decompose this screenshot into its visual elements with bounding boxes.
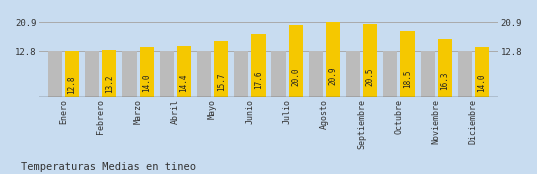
- Bar: [288, 25, 303, 97]
- Text: Temperaturas Medias en tineo: Temperaturas Medias en tineo: [21, 162, 197, 172]
- Text: 15.7: 15.7: [216, 72, 226, 91]
- Bar: [48, 51, 62, 97]
- Bar: [234, 51, 249, 97]
- Bar: [159, 51, 174, 97]
- Text: 16.3: 16.3: [440, 72, 449, 90]
- Bar: [401, 31, 415, 97]
- Bar: [475, 47, 489, 97]
- Text: 12.8: 12.8: [68, 75, 77, 94]
- Text: 17.6: 17.6: [254, 70, 263, 89]
- Bar: [438, 39, 452, 97]
- Bar: [251, 34, 265, 97]
- Bar: [140, 47, 154, 97]
- Text: 18.5: 18.5: [403, 69, 412, 88]
- Bar: [65, 51, 79, 97]
- Text: 20.9: 20.9: [329, 67, 337, 85]
- Bar: [85, 51, 99, 97]
- Bar: [346, 51, 360, 97]
- Bar: [326, 22, 340, 97]
- Bar: [102, 50, 117, 97]
- Text: 20.0: 20.0: [291, 68, 300, 86]
- Bar: [420, 51, 435, 97]
- Text: 13.2: 13.2: [105, 75, 114, 93]
- Bar: [122, 51, 136, 97]
- Bar: [177, 45, 191, 97]
- Bar: [458, 51, 472, 97]
- Text: 14.0: 14.0: [477, 74, 487, 92]
- Text: 14.0: 14.0: [142, 74, 151, 92]
- Bar: [383, 51, 397, 97]
- Bar: [272, 51, 286, 97]
- Bar: [309, 51, 323, 97]
- Bar: [197, 51, 211, 97]
- Bar: [363, 24, 378, 97]
- Text: 20.5: 20.5: [366, 67, 375, 86]
- Text: 14.4: 14.4: [179, 73, 188, 92]
- Bar: [214, 41, 228, 97]
